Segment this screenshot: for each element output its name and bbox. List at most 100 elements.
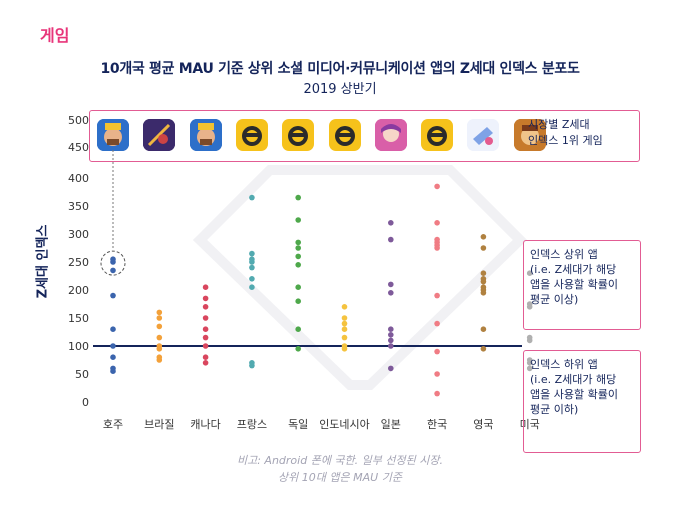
annotation-above-average: 인덱스 상위 앱 (i.e. Z세대가 해당 앱을 사용할 확률이 평균 이상) — [523, 240, 641, 330]
data-point — [295, 346, 302, 352]
data-point — [156, 357, 163, 363]
x-tick-label: 캐나다 — [190, 418, 220, 431]
brawl-stars-icon — [421, 119, 454, 151]
data-point — [388, 236, 394, 243]
y-tick-label: 500 — [68, 114, 89, 127]
data-point — [388, 343, 394, 349]
y-tick-label: 450 — [68, 141, 89, 154]
data-point — [202, 295, 209, 302]
data-point — [156, 323, 163, 330]
y-tick-label: 400 — [68, 172, 89, 185]
data-point — [249, 362, 255, 369]
data-point — [202, 304, 209, 310]
data-point — [295, 298, 302, 305]
annotation-above-line-2: (i.e. Z세대가 해당 — [530, 263, 617, 276]
data-point — [341, 334, 348, 341]
x-tick-label: 호주 — [103, 418, 123, 431]
x-tick-label: 인도네시아 — [319, 418, 370, 431]
data-point — [249, 250, 255, 257]
data-point — [202, 334, 209, 341]
x-tick-label: 미국 — [520, 418, 540, 431]
data-point — [110, 326, 116, 333]
data-point — [434, 292, 440, 299]
x-tick-label: 독일 — [288, 417, 308, 431]
data-point — [295, 245, 302, 251]
anime-game-icon — [374, 119, 407, 151]
data-point — [202, 343, 209, 349]
data-point — [295, 194, 302, 201]
data-point — [526, 360, 533, 366]
data-point — [434, 220, 440, 226]
data-point — [434, 390, 440, 397]
data-point — [156, 309, 163, 316]
data-point — [526, 304, 533, 310]
data-point — [480, 245, 487, 251]
top-legend-line-2: 인덱스 1위 게임 — [528, 134, 603, 147]
top-games-box — [89, 110, 640, 162]
annotation-above-title: 인덱스 상위 앱 — [530, 248, 598, 261]
y-tick-label: 100 — [68, 340, 89, 353]
data-point — [202, 315, 209, 321]
data-point — [526, 365, 533, 372]
annotation-below-title: 인덱스 하위 앱 — [530, 358, 598, 371]
data-point — [388, 326, 394, 333]
data-point — [434, 320, 440, 327]
brawl-stars-icon — [328, 119, 361, 151]
data-point — [434, 348, 440, 355]
y-tick-label: 150 — [68, 312, 89, 325]
x-tick-label: 브라질 — [144, 418, 174, 431]
data-point — [249, 194, 255, 201]
data-point — [249, 284, 255, 291]
fantasy-game-icon — [143, 119, 176, 151]
data-point — [341, 315, 348, 321]
x-tick-label: 프랑스 — [237, 418, 267, 431]
clash-of-clans-icon — [513, 119, 546, 151]
data-point — [249, 276, 255, 282]
data-point — [202, 284, 209, 291]
data-point — [156, 346, 163, 352]
data-point — [480, 270, 487, 277]
data-point — [388, 290, 394, 296]
brawl-stars-icon — [282, 119, 315, 151]
data-point — [202, 354, 209, 361]
data-point — [110, 267, 116, 274]
data-point — [480, 278, 487, 285]
data-point — [295, 217, 302, 223]
data-point — [202, 326, 209, 333]
data-point — [388, 220, 394, 226]
data-point — [388, 365, 394, 372]
data-point — [341, 346, 348, 352]
data-point — [295, 239, 302, 246]
annotation-below-line-3: 앱을 사용할 확률이 — [530, 388, 618, 401]
x-tick-label: 일본 — [381, 417, 401, 431]
footnote: 비고: Android 폰에 국한. 일부 선정된 시장. 상위 10대 앱은 … — [0, 452, 680, 486]
data-point — [110, 259, 116, 265]
data-point — [249, 259, 255, 265]
data-point — [480, 346, 487, 352]
data-point — [434, 183, 440, 190]
data-point — [110, 354, 116, 361]
annotation-below-line-2: (i.e. Z세대가 해당 — [530, 373, 617, 386]
data-point — [434, 245, 440, 251]
data-point — [388, 332, 394, 338]
data-point — [295, 326, 302, 333]
annotation-above-line-4: 평균 이상) — [530, 293, 579, 306]
anime-character-icon — [467, 119, 500, 151]
data-point — [341, 320, 348, 327]
data-point — [295, 253, 302, 260]
section-tag: 게임 — [40, 26, 70, 45]
data-point — [202, 360, 209, 366]
x-tick-label: 한국 — [427, 418, 447, 431]
data-point — [156, 315, 163, 321]
y-tick-label: 300 — [68, 228, 89, 241]
data-point — [480, 234, 487, 240]
clash-royale-icon — [189, 119, 222, 151]
data-point — [110, 292, 116, 299]
y-tick-label: 200 — [68, 284, 89, 297]
data-point — [110, 368, 116, 375]
brawl-stars-icon — [235, 119, 268, 151]
data-point — [480, 326, 487, 333]
data-point — [295, 284, 302, 291]
data-point — [249, 264, 255, 271]
data-point — [388, 281, 394, 288]
